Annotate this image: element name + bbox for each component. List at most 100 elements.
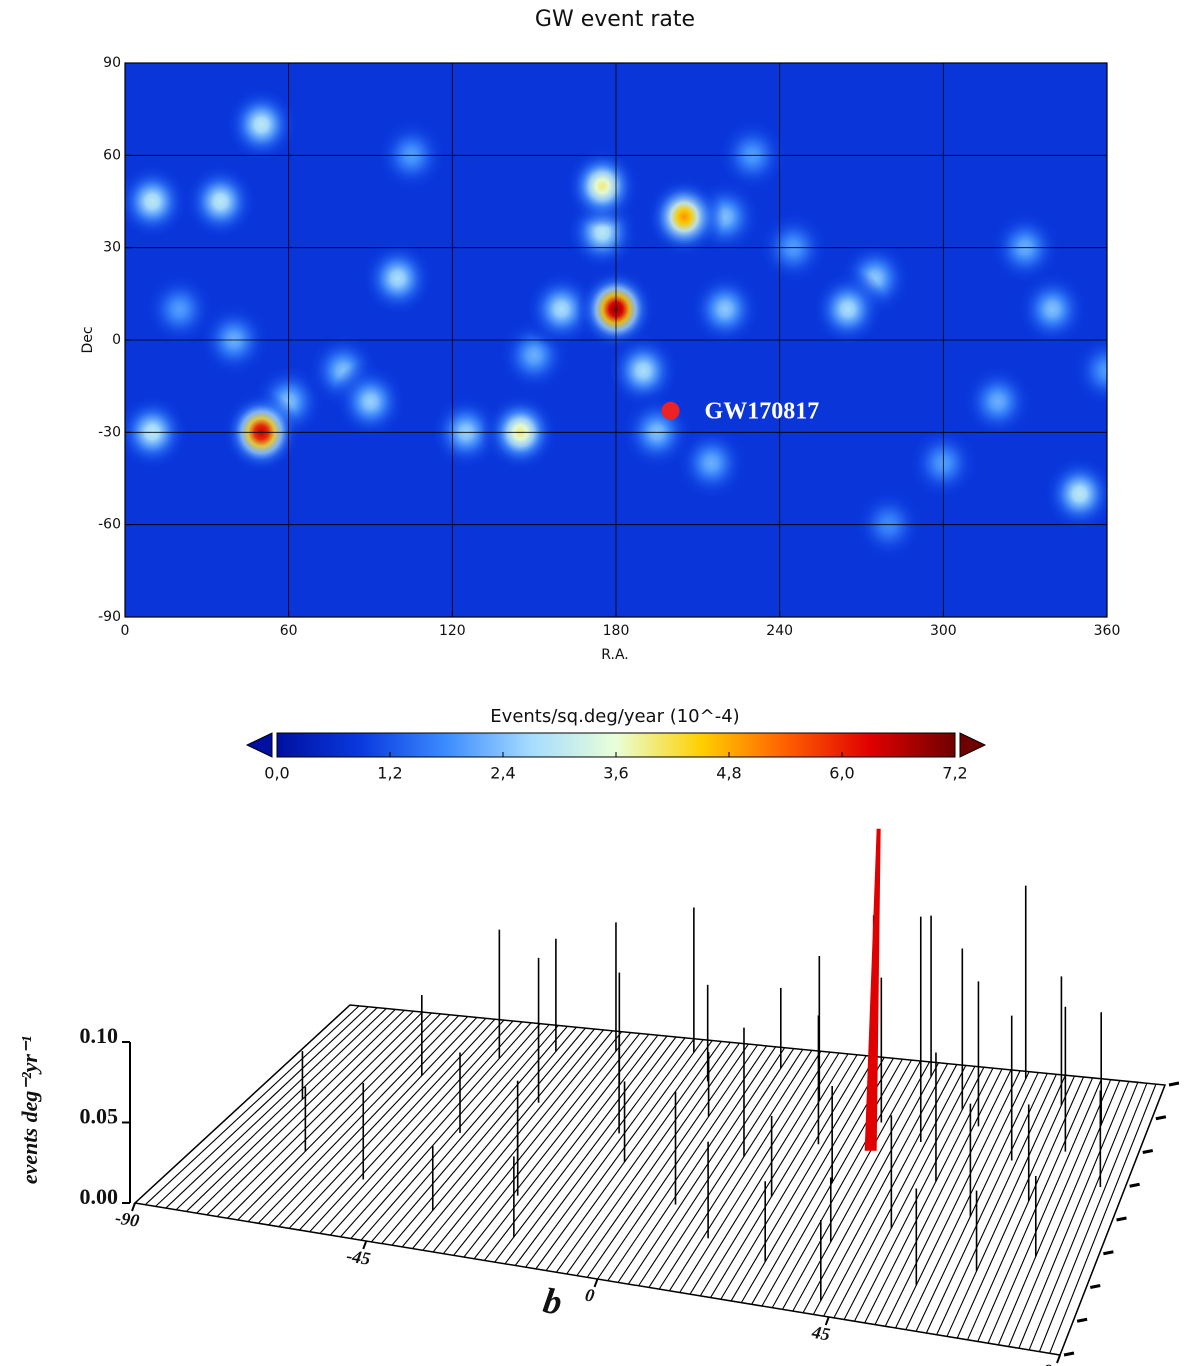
hatch-line <box>823 1064 958 1317</box>
hatch-line <box>679 1051 831 1293</box>
hatch-line <box>668 1050 822 1292</box>
hatch-line <box>525 1038 695 1268</box>
hatch-line <box>309 1019 505 1233</box>
depth-tick <box>1142 1149 1154 1154</box>
hatch-line <box>514 1037 686 1266</box>
hatch-line <box>956 1075 1075 1339</box>
hatch-line <box>463 1033 641 1258</box>
hatch-line <box>936 1074 1057 1335</box>
hatch-line <box>278 1017 478 1228</box>
hatch-line <box>1028 1082 1139 1351</box>
annotation-label: GW170817 <box>705 398 820 424</box>
colorbar-tick-label: 4,8 <box>716 764 741 783</box>
hatch-line <box>792 1061 931 1312</box>
b-tick-label: -90 <box>114 1207 141 1231</box>
hatch-line <box>299 1018 496 1231</box>
y-tick-label: 90 <box>103 55 121 71</box>
y-tick-label: 0 <box>112 332 121 348</box>
y-tick-label: 60 <box>103 147 121 163</box>
hatch-line <box>504 1036 677 1265</box>
hatch-line <box>257 1015 460 1224</box>
hatch-line <box>350 1023 541 1239</box>
b-tick-label: 45 <box>810 1322 832 1345</box>
depth-tick <box>1089 1284 1101 1289</box>
y-tick-label: 30 <box>103 240 121 256</box>
colorbar-tick-label: 6,0 <box>829 764 854 783</box>
colorbar-tick-label: 2,4 <box>490 764 515 783</box>
hatch-line <box>319 1020 514 1234</box>
hatch-line <box>833 1065 967 1319</box>
hatch-line <box>864 1067 994 1324</box>
hatch-line <box>165 1007 378 1209</box>
x-tick-label: 240 <box>766 623 793 639</box>
hatch-line <box>412 1028 595 1249</box>
hatch-line <box>966 1076 1085 1341</box>
hatch-line <box>268 1016 469 1226</box>
hatch-line <box>216 1011 423 1217</box>
x-tick-label: 180 <box>603 623 630 639</box>
hotspot <box>685 267 766 352</box>
hotspot <box>644 174 725 259</box>
hatch-line <box>648 1049 804 1288</box>
y-tick-label: -60 <box>98 517 121 533</box>
z-tick-label: 0.10 <box>80 1023 119 1048</box>
hatch-line <box>925 1073 1048 1334</box>
hatch-line <box>329 1021 523 1236</box>
hatch-line <box>576 1042 740 1276</box>
hatch-line <box>206 1010 414 1216</box>
x-tick-label: 0 <box>121 623 130 639</box>
hatch-line <box>555 1041 722 1273</box>
depth-tick <box>1103 1250 1114 1256</box>
b-tick <box>131 1202 136 1212</box>
depth-tick <box>1076 1317 1088 1323</box>
depth-tick <box>1063 1351 1075 1357</box>
b-tick-label: 0 <box>584 1285 596 1306</box>
hatch-line <box>720 1055 867 1300</box>
hatch-line <box>370 1025 559 1243</box>
colorbar-extend-high <box>959 732 987 758</box>
hatch-line <box>843 1066 976 1320</box>
hatch-line <box>442 1031 623 1255</box>
hotspot <box>807 267 888 352</box>
hatch-line <box>545 1040 713 1271</box>
hatch-line <box>186 1009 396 1212</box>
y-axis-label: Dec <box>80 326 96 353</box>
hatch-line <box>1059 1084 1166 1356</box>
hatch-line <box>453 1032 632 1256</box>
hatch-line <box>566 1042 731 1275</box>
x-tick-label: 120 <box>439 623 466 639</box>
hatch-line <box>689 1052 840 1295</box>
colorbar-tick-label: 1,2 <box>377 764 402 783</box>
z-axis-label: events deg⁻²yr⁻¹ <box>17 1036 42 1184</box>
hatch-line <box>391 1026 577 1246</box>
depth-tick <box>1168 1081 1180 1087</box>
hatch-line <box>997 1079 1112 1346</box>
b-tick <box>824 1316 830 1326</box>
hatch-line <box>802 1062 940 1314</box>
z-tick-label: 0.05 <box>80 1104 119 1129</box>
colorbar-tick-label: 3,6 <box>603 764 628 783</box>
hatch-line <box>586 1043 749 1278</box>
b-tick-label: 90 <box>1042 1360 1063 1366</box>
hatch-line <box>607 1045 768 1281</box>
hatch-line <box>247 1014 451 1222</box>
b-tick-label: -45 <box>345 1245 372 1269</box>
hatch-line <box>381 1025 568 1244</box>
hatch-line <box>617 1046 777 1283</box>
annotation-marker <box>661 401 680 420</box>
hatch-line <box>987 1078 1103 1344</box>
hatch-line <box>782 1060 921 1310</box>
z-tick-label: 0.00 <box>80 1184 119 1209</box>
colorbar-label: Events/sq.deg/year (10^-4) <box>490 706 739 727</box>
hatch-line <box>288 1017 487 1229</box>
surface <box>133 1004 1180 1357</box>
depth-tick <box>1116 1216 1127 1222</box>
colorbar-extend-low <box>245 732 273 758</box>
hatch-line <box>535 1039 704 1270</box>
hatch-line <box>638 1048 795 1287</box>
hatch-line <box>884 1069 1012 1327</box>
hatch-line <box>175 1008 387 1211</box>
hatch-line <box>658 1050 813 1290</box>
hatch-line <box>597 1044 758 1280</box>
